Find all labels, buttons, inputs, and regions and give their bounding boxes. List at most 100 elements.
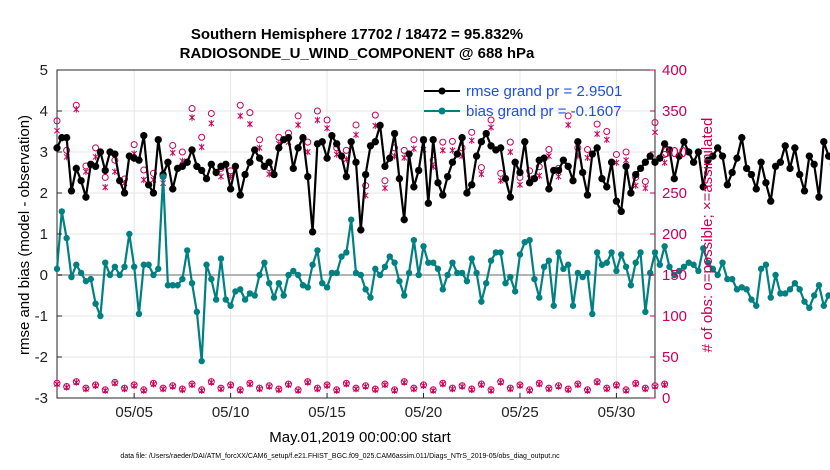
rmse-point bbox=[140, 132, 148, 140]
bias-point bbox=[333, 269, 340, 277]
y-right-tick-label: 350 bbox=[662, 103, 687, 120]
rmse-point bbox=[164, 158, 172, 166]
y-right-tick-label: 400 bbox=[662, 62, 687, 79]
obs_low_assimilated-point bbox=[82, 385, 89, 393]
rmse-point bbox=[699, 183, 707, 191]
rmse-point bbox=[800, 187, 809, 195]
bias-point bbox=[550, 302, 557, 309]
obs_low_assimilated-point bbox=[632, 380, 639, 388]
bias-point bbox=[135, 310, 143, 318]
rmse-point bbox=[424, 199, 432, 207]
rmse-point bbox=[342, 173, 350, 181]
obs_assimilated-point bbox=[439, 147, 446, 154]
obs_assimilated-point bbox=[237, 112, 244, 120]
bias-point bbox=[203, 261, 210, 268]
bias-point bbox=[193, 308, 201, 316]
chart-title-line2: RADIOSONDE_U_WIND_COMPONENT @ 688 hPa bbox=[180, 45, 535, 62]
bias-point bbox=[111, 263, 119, 270]
obs_low_assimilated-point bbox=[362, 383, 369, 390]
bias-point bbox=[256, 271, 263, 279]
bias-point bbox=[497, 249, 504, 256]
obs_low_assimilated-point bbox=[256, 385, 263, 393]
bias-point bbox=[685, 259, 692, 266]
bias-point bbox=[468, 255, 475, 262]
rmse-point bbox=[511, 158, 519, 166]
bias-point bbox=[58, 208, 66, 215]
bias-point bbox=[714, 271, 721, 279]
rmse-point bbox=[448, 158, 457, 166]
legend-rmse-label: rmse grand pr = 2.9501 bbox=[466, 83, 622, 100]
x-axis-ticks: 05/05 05/10 05/15 05/20 05/25 05/30 bbox=[115, 393, 635, 421]
bias-point bbox=[439, 286, 447, 293]
bias-point bbox=[198, 357, 205, 365]
bias-point bbox=[126, 230, 133, 238]
obs_assimilated-point bbox=[478, 170, 485, 178]
obs_possible-point bbox=[207, 109, 215, 117]
y-left-tick-label: 3 bbox=[40, 144, 48, 161]
obs_low_assimilated-point bbox=[150, 380, 157, 388]
bias-point bbox=[265, 280, 273, 287]
bias-point bbox=[806, 304, 813, 311]
rmse-point bbox=[53, 144, 61, 152]
rmse-point bbox=[212, 168, 220, 177]
bias-point bbox=[463, 277, 471, 285]
rmse-point bbox=[482, 129, 490, 138]
legend-bias-marker bbox=[438, 107, 446, 115]
bias-point bbox=[642, 308, 649, 316]
rmse-point bbox=[87, 160, 95, 168]
bias-point bbox=[159, 173, 167, 180]
bias-point bbox=[584, 269, 591, 277]
obs_low_assimilated-point bbox=[333, 387, 340, 394]
rmse-point bbox=[255, 154, 264, 162]
obs_low_assimilated-point bbox=[73, 379, 80, 386]
rmse-point bbox=[415, 166, 423, 175]
bias-point bbox=[782, 290, 789, 297]
bias-point bbox=[217, 255, 225, 262]
y-right-tick-label: 0 bbox=[662, 390, 670, 407]
bias-point bbox=[786, 286, 794, 293]
obs_assimilated-point bbox=[246, 120, 253, 128]
rmse-point bbox=[564, 162, 572, 170]
bias-point bbox=[700, 245, 707, 252]
obs_assimilated-point bbox=[613, 159, 620, 166]
rmse-point bbox=[540, 154, 548, 162]
bias-point bbox=[367, 294, 374, 301]
rmse-point bbox=[617, 207, 625, 216]
rmse-point bbox=[328, 132, 336, 140]
bias-point bbox=[323, 284, 331, 291]
bias-point bbox=[347, 216, 355, 223]
bias-point bbox=[309, 261, 316, 268]
rmse-point bbox=[202, 175, 211, 183]
obs_low_assimilated-point bbox=[208, 379, 215, 386]
rmse-point bbox=[607, 158, 616, 166]
legend-rmse-marker bbox=[438, 87, 446, 95]
rmse-point bbox=[135, 156, 143, 164]
bias-point bbox=[246, 290, 254, 297]
bias-point bbox=[777, 290, 784, 297]
rmse-point bbox=[376, 121, 384, 129]
bias-point bbox=[357, 271, 365, 279]
rmse-point bbox=[622, 162, 630, 170]
bias-point bbox=[304, 284, 311, 291]
rmse-point bbox=[77, 177, 85, 185]
obs_possible-point bbox=[564, 112, 572, 120]
bias-point bbox=[690, 261, 697, 268]
rmse-point bbox=[193, 162, 201, 170]
rmse-point bbox=[347, 138, 355, 146]
obs_assimilated-point bbox=[353, 131, 359, 139]
bias-point bbox=[536, 294, 543, 301]
rmse-point bbox=[661, 140, 669, 148]
obs_possible-point bbox=[198, 133, 206, 141]
rmse-point bbox=[275, 144, 283, 152]
rmse-point bbox=[463, 189, 471, 197]
rmse-point bbox=[145, 181, 153, 189]
bias-point bbox=[261, 259, 268, 266]
bias-point bbox=[593, 249, 601, 256]
obs_possible-point bbox=[545, 146, 553, 154]
rmse-point bbox=[714, 144, 722, 152]
rmse-point bbox=[477, 138, 485, 146]
rmse-point bbox=[227, 185, 235, 193]
bias-point bbox=[396, 277, 403, 285]
obs_possible-point bbox=[92, 144, 100, 152]
obs_low_assimilated-point bbox=[401, 379, 408, 386]
